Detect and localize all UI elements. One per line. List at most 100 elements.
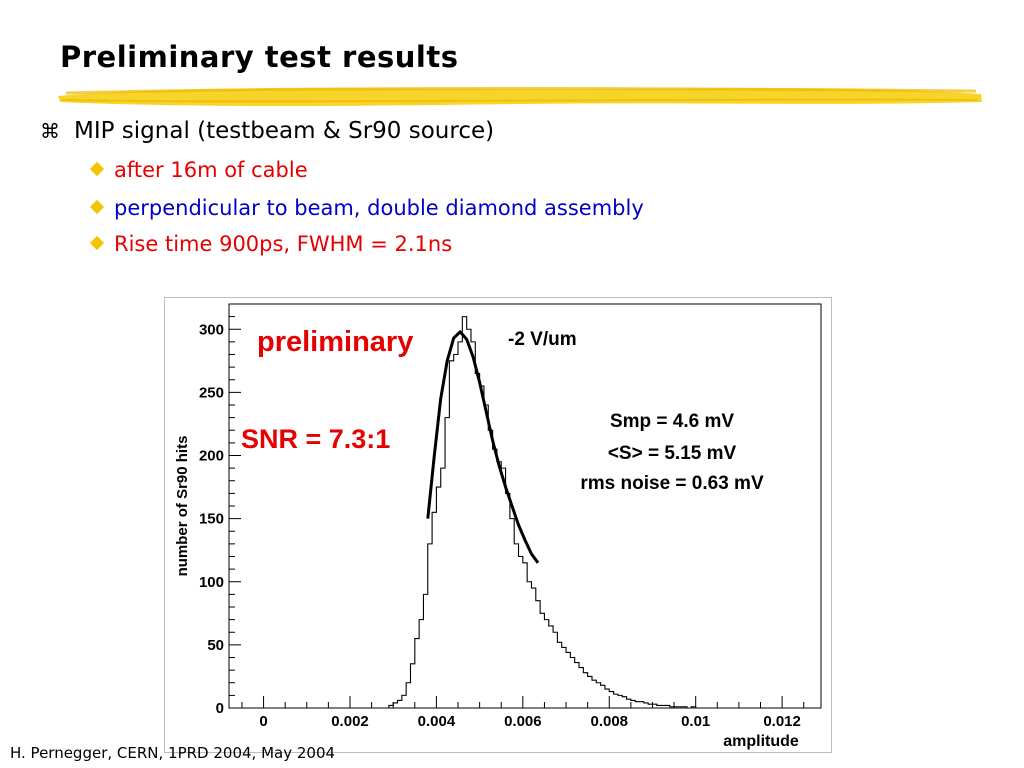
histogram-bin — [510, 519, 514, 708]
histogram-bin — [631, 700, 635, 708]
histogram-bin — [540, 613, 544, 708]
histogram-bin — [592, 680, 596, 708]
histogram-bin — [601, 685, 605, 708]
stats-line: rms noise = 0.63 mV — [580, 473, 764, 494]
y-tick-label: 50 — [207, 637, 224, 654]
histogram-bin — [640, 702, 644, 708]
histogram-svg: 0 50 100 150 200 250 300 0 0.002 0.004 0.006 0.008 0… — [174, 303, 822, 750]
x-tick-label: 0.01 — [681, 713, 710, 730]
fit-curve — [426, 330, 540, 564]
snr-label: SNR = 7.3:1 — [241, 424, 390, 454]
footer-credit: H. Pernegger, CERN, 1PRD 2004, May 2004 — [10, 744, 336, 762]
histogram-bin — [406, 683, 410, 708]
histogram-bin — [393, 703, 397, 708]
histogram-bin — [583, 673, 587, 708]
histogram-bin — [445, 418, 449, 708]
command-bullet-icon: ⌘ — [40, 119, 60, 143]
histogram-bin — [544, 620, 548, 708]
histogram-bin — [557, 642, 561, 708]
y-tick-label: 200 — [199, 448, 224, 465]
histogram-bin — [527, 582, 531, 708]
histogram-bin — [562, 647, 566, 708]
histogram-bin — [549, 626, 553, 708]
histogram-bin — [570, 658, 574, 709]
histogram-bin — [579, 668, 583, 708]
histogram-bin — [410, 664, 414, 708]
histogram-bin — [644, 703, 648, 708]
preliminary-label: preliminary — [257, 326, 413, 358]
y-tick-label: 300 — [199, 321, 224, 338]
sub-bullet-text: after 16m of cable — [114, 158, 308, 182]
histogram-bin — [605, 689, 609, 708]
histogram-bin — [458, 342, 462, 708]
y-tick-label: 100 — [199, 574, 224, 591]
histogram-bin — [575, 663, 579, 708]
x-tick-label: 0.006 — [504, 713, 542, 730]
histogram-bin — [449, 361, 453, 708]
histogram-bin — [622, 697, 626, 708]
histogram-bin — [523, 563, 527, 708]
title-underline-brush — [58, 87, 982, 106]
histogram-bin — [627, 699, 631, 708]
sub-bullet-cable: after 16m of cable — [89, 158, 308, 182]
histogram-outline — [384, 316, 705, 709]
histogram-chart: 0 50 100 150 200 250 300 0 0.002 0.004 0.006 0.008 0… — [164, 297, 832, 753]
histogram-bin — [514, 544, 518, 708]
histogram-bin — [462, 317, 466, 708]
histogram-bin — [609, 692, 613, 708]
histogram-bin — [506, 493, 510, 708]
histogram-bin — [635, 702, 639, 708]
histogram-bin — [428, 544, 432, 708]
histogram-bin — [402, 695, 406, 708]
histogram-bin — [536, 601, 540, 708]
sub-bullet-text: perpendicular to beam, double diamond as… — [114, 196, 644, 220]
histogram-bin — [467, 329, 471, 708]
x-tick-label: 0.002 — [331, 713, 369, 730]
histogram-bin — [471, 342, 475, 708]
sub-bullet-perpendicular: perpendicular to beam, double diamond as… — [89, 196, 644, 220]
histogram-bin — [398, 700, 402, 708]
histogram-bin — [501, 468, 505, 708]
histogram-bin — [553, 632, 557, 708]
histogram-bin — [454, 355, 458, 709]
x-tick-label: 0.004 — [418, 713, 456, 730]
histogram-bin — [497, 462, 501, 708]
histogram-bin — [419, 620, 423, 708]
stats-line: Smp = 4.6 mV — [610, 411, 734, 432]
histogram-bin — [588, 676, 592, 708]
histogram-bin — [614, 694, 618, 708]
histogram-bin — [475, 373, 479, 708]
x-tick-label: 0.008 — [590, 713, 628, 730]
stats-line: <S> = 5.15 mV — [608, 443, 737, 464]
histogram-bin — [415, 639, 419, 708]
histogram-bin — [432, 512, 436, 708]
histogram-bin — [488, 430, 492, 708]
diamond-bullet-icon — [89, 161, 105, 177]
histogram-bin — [531, 588, 535, 708]
y-tick-label: 150 — [199, 511, 224, 528]
histogram-bin — [596, 683, 600, 708]
sub-bullet-risetime: Rise time 900ps, FWHM = 2.1ns — [89, 232, 453, 256]
slide-title: Preliminary test results — [60, 40, 459, 74]
histogram-bin — [484, 405, 488, 708]
histogram-bin — [480, 386, 484, 708]
x-tick-label: 0.012 — [763, 713, 801, 730]
diamond-bullet-icon — [89, 235, 105, 251]
bullet-mip-signal: ⌘ MIP signal (testbeam & Sr90 source) — [40, 118, 494, 144]
histogram-bin — [423, 594, 427, 708]
histogram-bin — [652, 704, 656, 708]
y-tick-label: 250 — [199, 384, 224, 401]
diamond-bullet-icon — [89, 199, 105, 215]
field-label: -2 V/um — [508, 329, 577, 350]
histogram-bin — [493, 449, 497, 708]
y-axis-title: number of Sr90 hits — [174, 436, 191, 577]
x-axis-title: amplitude — [723, 733, 799, 750]
y-tick-label: 0 — [216, 700, 224, 717]
bullet-text: MIP signal (testbeam & Sr90 source) — [74, 118, 495, 144]
histogram-bin — [519, 557, 523, 709]
sub-bullet-text: Rise time 900ps, FWHM = 2.1ns — [114, 232, 453, 256]
x-tick-label: 0 — [259, 713, 267, 730]
histogram-bin — [618, 695, 622, 708]
histogram-bin — [566, 652, 570, 708]
histogram-bin — [648, 704, 652, 708]
